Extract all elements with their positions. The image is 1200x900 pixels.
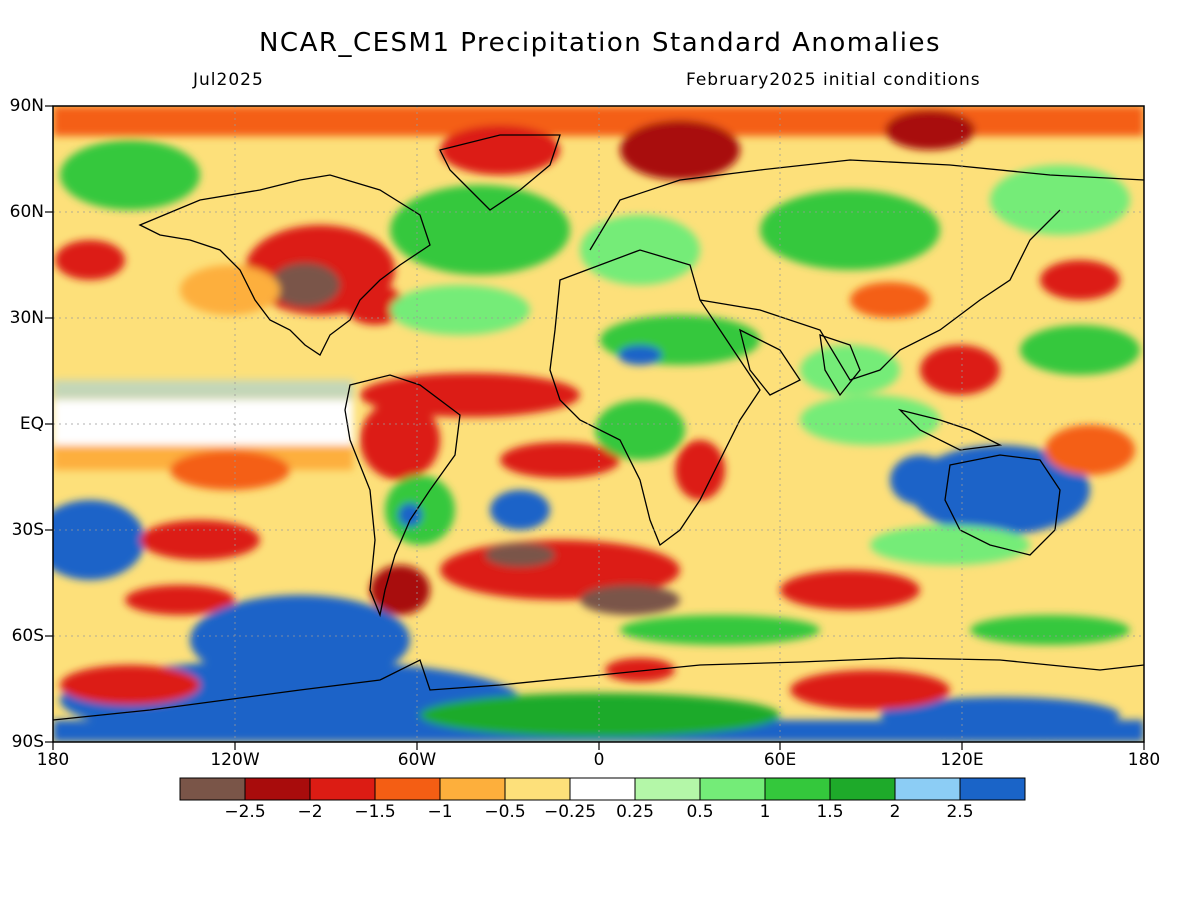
colorbar-label: −2 [297,802,323,822]
lon-label-180e: 180 [1127,750,1161,770]
colorbar-label: −1 [427,802,453,822]
colorbar-swatch [569,777,636,801]
lon-label-180w: 180 [36,750,70,770]
colorbar-label: 1 [759,802,771,822]
lat-label-60s: 60S [11,626,44,646]
colorbar-swatch [244,777,311,801]
colorbar-label: 0.5 [686,802,714,822]
lon-label-0: 0 [593,750,605,770]
colorbar-swatch [764,777,831,801]
colorbar-swatch [309,777,376,801]
lat-label-eq: EQ [19,414,44,434]
forecast-month: Jul2025 [193,70,264,90]
lat-label-90n: 90N [9,96,44,116]
map-title: NCAR_CESM1 Precipitation Standard Anomal… [258,28,942,58]
colorbar-label: 0.25 [616,802,654,822]
colorbar-label: −0.5 [484,802,526,822]
colorbar-label: 2.5 [946,802,974,822]
colorbar-label: 1.5 [816,802,844,822]
colorbar-label: −2.5 [224,802,266,822]
lon-label-120w: 120W [210,750,260,770]
axis-ticks [45,105,1145,750]
coastlines [53,134,1144,721]
colorbar-swatch [634,777,701,801]
colorbar-label: −1.5 [354,802,396,822]
colorbar-swatch [829,777,896,801]
lat-label-30n: 30N [9,308,44,328]
colorbar-swatch [699,777,766,801]
lat-label-90s: 90S [11,732,44,752]
colorbar-swatch [959,777,1026,801]
colorbar-label: 2 [889,802,901,822]
lon-label-60e: 60E [763,750,797,770]
colorbar [179,777,1026,801]
colorbar-swatch [504,777,571,801]
lon-label-120e: 120E [940,750,984,770]
lat-label-60n: 60N [9,202,44,222]
initial-conditions: February2025 initial conditions [686,70,981,90]
colorbar-swatch [374,777,441,801]
graticule [53,106,1144,742]
colorbar-swatch [439,777,506,801]
colorbar-label: −0.25 [543,802,597,822]
lon-label-60w: 60W [397,750,437,770]
colorbar-swatch [179,777,246,801]
colorbar-swatch [894,777,961,801]
lat-label-30s: 30S [11,520,44,540]
